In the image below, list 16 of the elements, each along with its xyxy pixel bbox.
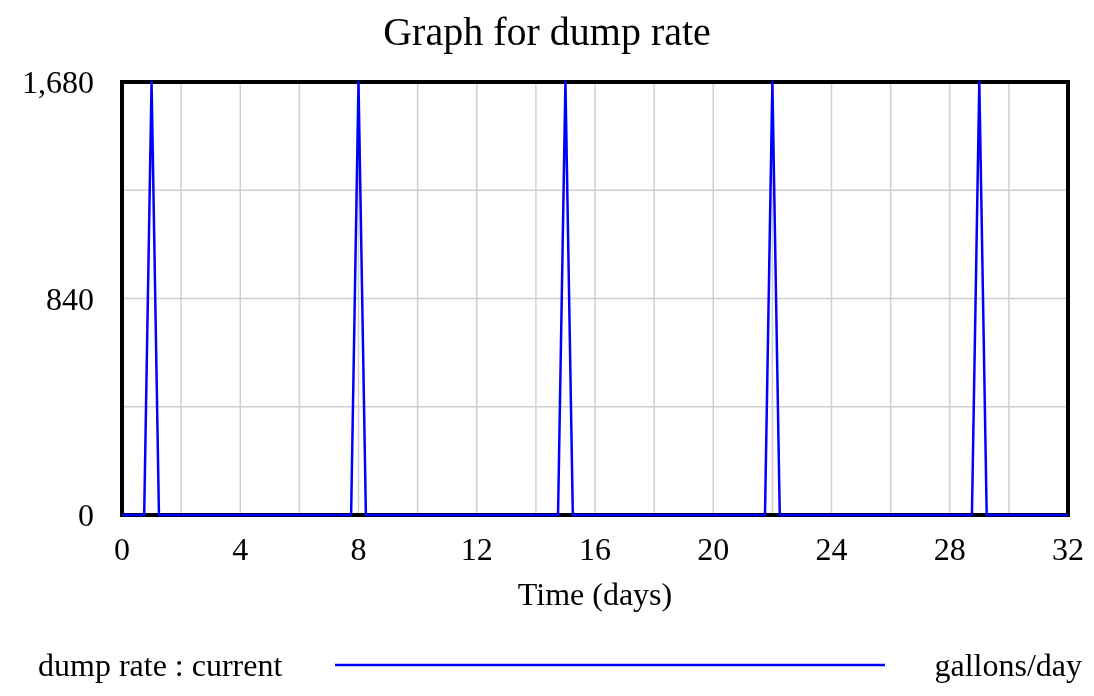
x-tick-label: 0 [114,531,130,567]
y-tick-label: 0 [78,497,94,534]
text: gallons/day [934,647,1082,683]
x-tick-label: 8 [350,531,367,567]
chart-title: Graph for dump rate [383,9,711,54]
x-tick-label: 28 [933,531,966,567]
y-tick-label: 840 [46,280,94,317]
x-tick-label: 16 [579,531,611,567]
x-tick-label: 4 [232,531,249,567]
x-axis-title: Time (days) [517,576,673,612]
text: dump rate : current [38,647,283,683]
x-tick-label: 24 [815,531,848,567]
x-tick-label: 32 [1052,531,1084,567]
x-tick-label: 12 [460,531,493,567]
x-tick-label: 20 [697,531,730,567]
y-tick-label: 1,680 [22,64,94,101]
